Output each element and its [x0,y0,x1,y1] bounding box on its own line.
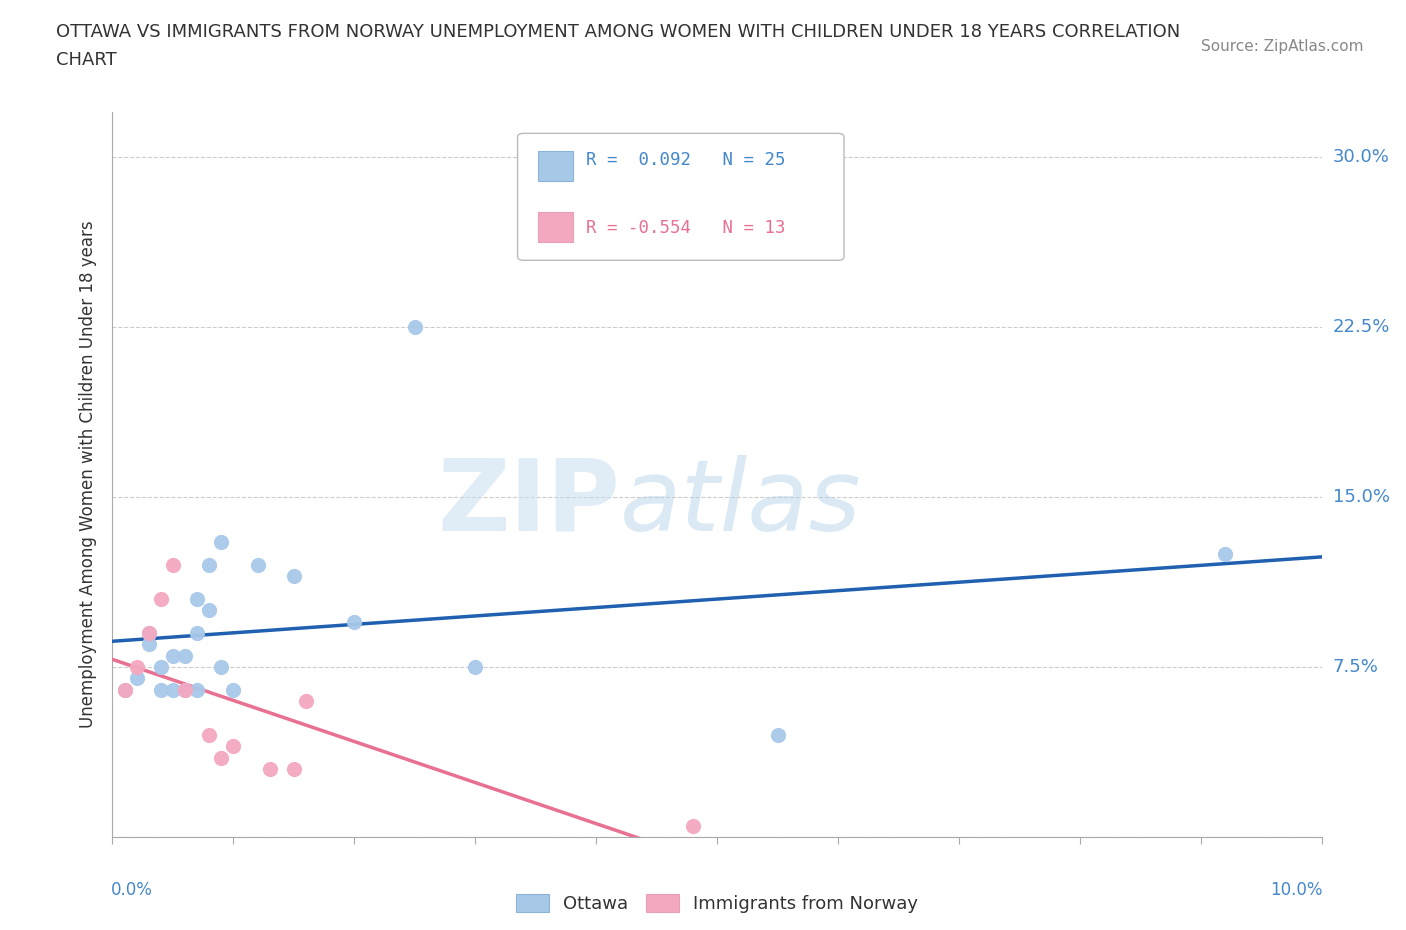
Point [209,535,232,550]
Text: 0.0%: 0.0% [111,881,153,898]
Point [162,648,184,663]
Text: 15.0%: 15.0% [1333,488,1389,506]
Point [138,626,160,641]
Point [222,738,245,753]
FancyBboxPatch shape [538,212,572,242]
Point [125,671,148,685]
Text: Source: ZipAtlas.com: Source: ZipAtlas.com [1201,39,1364,54]
Text: CHART: CHART [56,51,117,69]
Point [283,762,305,777]
Text: R =  0.092   N = 25: R = 0.092 N = 25 [586,152,786,169]
Point [1213,546,1236,561]
Point [162,558,184,573]
Point [114,683,136,698]
Point [186,683,208,698]
Point [186,591,208,606]
Point [174,683,197,698]
Point [404,320,426,335]
Point [174,683,197,698]
Text: R = -0.554   N = 13: R = -0.554 N = 13 [586,219,786,237]
Text: ZIP: ZIP [437,455,620,551]
FancyBboxPatch shape [517,133,844,260]
Point [246,558,269,573]
Point [114,683,136,698]
Point [198,558,221,573]
Point [259,762,281,777]
Point [198,603,221,618]
Point [149,659,172,674]
Text: 7.5%: 7.5% [1333,658,1379,676]
Text: OTTAWA VS IMMIGRANTS FROM NORWAY UNEMPLOYMENT AMONG WOMEN WITH CHILDREN UNDER 18: OTTAWA VS IMMIGRANTS FROM NORWAY UNEMPLO… [56,23,1181,41]
Text: atlas: atlas [620,455,862,551]
Point [149,683,172,698]
Y-axis label: Unemployment Among Women with Children Under 18 years: Unemployment Among Women with Children U… [79,220,97,728]
Point [186,626,208,641]
Point [283,569,305,584]
Point [343,614,366,629]
Point [295,694,318,709]
Point [682,818,704,833]
Text: 30.0%: 30.0% [1333,148,1389,166]
Point [464,659,486,674]
Point [209,659,232,674]
Point [149,591,172,606]
FancyBboxPatch shape [538,151,572,180]
Point [162,683,184,698]
Point [138,637,160,652]
Point [766,727,789,742]
Point [138,626,160,641]
Point [209,751,232,765]
Point [198,727,221,742]
Point [222,683,245,698]
Point [174,648,197,663]
Text: 22.5%: 22.5% [1333,318,1391,336]
Point [125,659,148,674]
Text: 10.0%: 10.0% [1271,881,1323,898]
Legend: Ottawa, Immigrants from Norway: Ottawa, Immigrants from Norway [508,884,927,923]
